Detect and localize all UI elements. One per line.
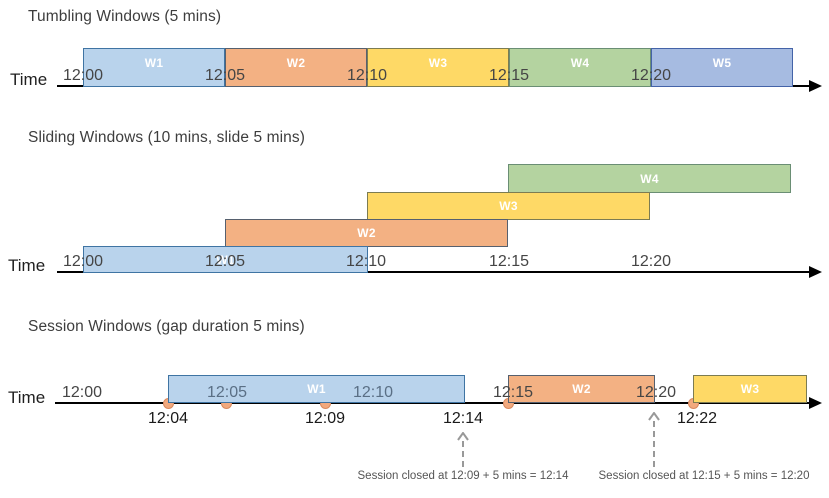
tumbling-tick-1210: 12:10 <box>346 67 388 84</box>
event-time-1209: 12:09 <box>304 410 346 427</box>
tumbling-window-w1: W1 <box>83 48 225 87</box>
window-label: W3 <box>499 199 518 213</box>
session-axis-arrow-icon <box>809 397 822 409</box>
session-close-time-1214: 12:14 <box>442 410 484 427</box>
tumbling-tick-1220: 12:20 <box>630 67 672 84</box>
session-time-axis-label: Time <box>8 388 46 407</box>
session-section-title: Session Windows (gap duration 5 mins) <box>28 318 305 335</box>
window-label: W1 <box>144 55 164 70</box>
tumbling-window-w4: W4 <box>509 48 651 87</box>
event-time-1204: 12:04 <box>147 410 189 427</box>
window-label: W2 <box>286 55 306 70</box>
sliding-tick-1210: 12:10 <box>345 253 387 270</box>
session-window-w2: W2 <box>508 375 655 403</box>
session-close-annotation-2: Session closed at 12:15 + 5 mins = 12:20 <box>598 470 810 482</box>
sliding-tick-1220: 12:20 <box>630 253 672 270</box>
session-tick-1205: 12:05 <box>206 384 248 401</box>
window-label: W2 <box>572 382 591 396</box>
tumbling-window-w3: W3 <box>367 48 509 87</box>
session-close-arrow-icon <box>456 431 470 473</box>
sliding-axis-arrow-icon <box>809 266 822 278</box>
session-tick-1215: 12:15 <box>492 384 534 401</box>
sliding-window-w4: W4 <box>508 164 791 193</box>
session-tick-1210: 12:10 <box>352 384 394 401</box>
session-tick-1200: 12:00 <box>61 384 103 401</box>
sliding-tick-1200: 12:00 <box>62 253 104 270</box>
window-label: W3 <box>740 382 760 396</box>
tumbling-window-w2: W2 <box>225 48 367 87</box>
session-close-annotation-1: Session closed at 12:09 + 5 mins = 12:14 <box>357 470 569 482</box>
session-close-arrow-icon <box>647 411 661 473</box>
tumbling-section-title: Tumbling Windows (5 mins) <box>28 8 222 25</box>
window-label: W1 <box>307 382 326 396</box>
session-window-w1: W1 <box>168 375 465 403</box>
sliding-section-title: Sliding Windows (10 mins, slide 5 mins) <box>28 129 305 146</box>
window-label: W4 <box>570 55 590 70</box>
sliding-tick-1215: 12:15 <box>488 253 530 270</box>
event-time-1222: 12:22 <box>676 410 718 427</box>
tumbling-window-w5: W5 <box>651 48 793 87</box>
sliding-window-w3: W3 <box>367 192 650 220</box>
sliding-time-axis <box>57 271 809 273</box>
tumbling-axis-arrow-icon <box>809 80 822 92</box>
tumbling-tick-1205: 12:05 <box>204 67 246 84</box>
window-label: W4 <box>640 171 659 186</box>
session-tick-1220: 12:20 <box>635 384 677 401</box>
sliding-window-w1: W1 <box>83 246 368 273</box>
session-time-axis <box>55 402 809 404</box>
sliding-time-axis-label: Time <box>8 256 46 275</box>
window-label: W5 <box>712 55 732 70</box>
tumbling-tick-1215: 12:15 <box>488 67 530 84</box>
tumbling-time-axis-label: Time <box>10 70 48 89</box>
tumbling-tick-1200: 12:00 <box>62 67 104 84</box>
sliding-window-w2: W2 <box>225 219 508 247</box>
session-window-w3: W3 <box>693 375 807 403</box>
window-label: W1 <box>216 252 235 267</box>
window-label: W2 <box>357 226 376 240</box>
window-label: W3 <box>428 55 448 70</box>
sliding-tick-1205: 12:05 <box>204 253 246 270</box>
